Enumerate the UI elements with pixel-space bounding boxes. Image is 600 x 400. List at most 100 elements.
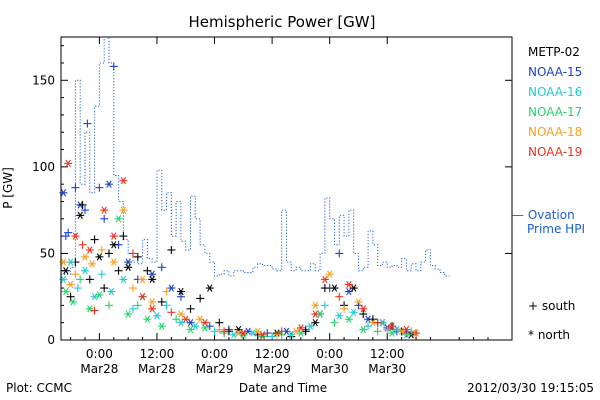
data-point-south [97, 245, 106, 254]
data-point-south [95, 183, 104, 192]
data-point-north [90, 293, 99, 301]
data-point-south [133, 252, 142, 261]
data-point-north [311, 301, 320, 310]
data-point-south [83, 119, 92, 128]
data-point-north [253, 327, 262, 336]
ovation-prime-hpi-line [61, 36, 450, 277]
data-point-south [64, 228, 73, 237]
data-point-north [196, 315, 205, 323]
legend-satellite-noaa-17: NOAA-17 [528, 105, 582, 119]
data-point-south [263, 329, 272, 338]
data-point-south [128, 304, 137, 313]
data-point-north [181, 315, 190, 323]
data-point-south [373, 318, 382, 327]
x-tick-time-label: 0:00 [201, 347, 228, 361]
data-point-south [167, 245, 176, 254]
data-point-north [287, 331, 296, 339]
data-point-north [349, 284, 358, 292]
data-point-north [85, 246, 94, 254]
data-point-north [325, 270, 334, 278]
data-point-north [176, 310, 185, 318]
legend-satellite-noaa-15: NOAA-15 [528, 65, 582, 79]
x-tick-date-label: Mar29 [196, 362, 234, 376]
x-tick-time-label: 0:00 [86, 347, 113, 361]
data-point-north [64, 159, 73, 168]
legend-symbol-north: * north [528, 328, 570, 342]
data-point-north [359, 325, 368, 334]
y-tick-label: 50 [40, 246, 55, 260]
legend-ovation-prime-hpi: — Ovation Prime HPI [512, 208, 585, 236]
legend-satellite-noaa-18: NOAA-18 [528, 125, 582, 139]
data-point-north [100, 206, 109, 214]
data-point-north [402, 325, 411, 334]
data-point-north [176, 318, 185, 327]
data-point-south [364, 322, 373, 331]
data-point-south [335, 249, 344, 258]
data-point-north [104, 180, 113, 188]
data-point-south [104, 301, 113, 310]
x-tick-date-label: Mar28 [138, 362, 176, 376]
data-point-north [335, 312, 344, 320]
data-point-north [76, 211, 85, 220]
data-point-south [104, 249, 113, 258]
y-axis-label: P [GW] [1, 167, 15, 209]
data-point-north [167, 284, 176, 292]
data-point-south [330, 318, 339, 327]
data-point-north [148, 275, 157, 284]
data-point-north [80, 253, 89, 261]
data-point-north [311, 318, 320, 327]
x-axis-label: Date and Time [239, 381, 327, 395]
x-tick-date-label: Mar28 [80, 362, 118, 376]
y-tick-label: 0 [47, 333, 55, 347]
data-point-north [292, 327, 301, 336]
data-point-north [119, 177, 128, 185]
data-point-south [157, 297, 166, 306]
data-point-north [61, 267, 70, 275]
data-point-south [133, 301, 142, 310]
data-point-north [186, 318, 195, 327]
data-point-north [200, 318, 209, 327]
data-point-south [97, 270, 106, 279]
data-point-south [100, 284, 109, 293]
data-point-south [78, 240, 87, 249]
x-tick-time-label: 12:00 [255, 347, 290, 361]
data-point-north [191, 322, 200, 330]
data-point-north [124, 310, 133, 318]
data-point-north [234, 325, 243, 334]
data-point-north [258, 331, 267, 339]
timestamp: 2012/03/30 19:15:05 [467, 381, 594, 395]
data-point-south [383, 325, 392, 334]
data-point-south [186, 304, 195, 313]
x-tick-time-label: 0:00 [316, 347, 343, 361]
data-point-north [109, 258, 118, 266]
plot-area: 0501001500:00Mar2812:00Mar280:00Mar2912:… [32, 36, 512, 376]
data-point-north [85, 305, 94, 313]
data-point-south [215, 325, 224, 334]
data-point-north [80, 267, 89, 275]
data-point-south [277, 327, 286, 336]
data-point-north [320, 275, 329, 284]
y-tick-label: 150 [32, 73, 55, 87]
x-tick-time-label: 12:00 [370, 347, 405, 361]
data-point-north [119, 206, 128, 214]
data-point-north [248, 329, 257, 337]
data-point-north [330, 284, 339, 292]
legend-symbol-south: + south [528, 299, 575, 313]
data-point-north [239, 329, 248, 337]
data-point-south [76, 275, 85, 284]
data-point-north [109, 241, 118, 249]
data-point-south [85, 275, 94, 284]
data-point-north [124, 258, 133, 266]
data-point-north [205, 284, 214, 292]
data-point-north [296, 324, 305, 332]
x-tick-date-label: Mar30 [311, 362, 349, 376]
data-point-north [68, 298, 77, 306]
data-point-north [107, 287, 116, 296]
data-point-north [88, 260, 97, 268]
data-point-south [172, 315, 181, 324]
data-point-south [128, 249, 137, 258]
data-point-south [78, 200, 87, 209]
legend-satellite-metp-02: METP-02 [528, 45, 580, 59]
data-point-north [306, 322, 315, 330]
